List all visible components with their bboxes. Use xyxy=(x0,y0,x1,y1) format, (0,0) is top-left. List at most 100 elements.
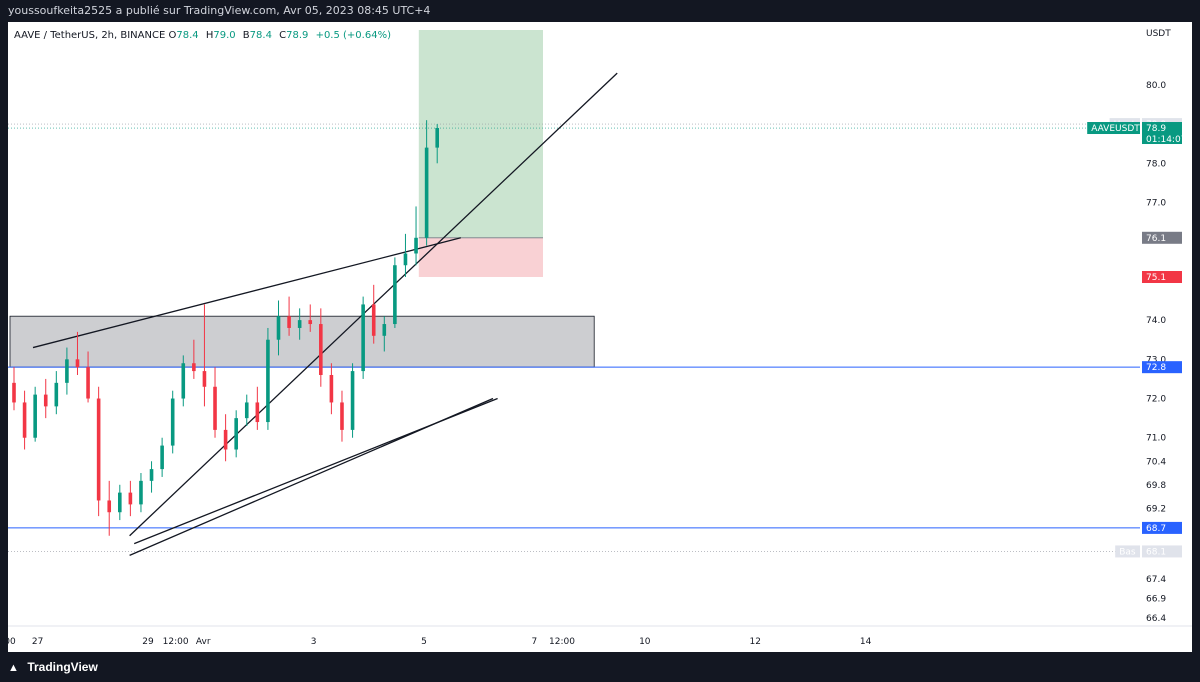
legend-symbol: AAVE / TetherUS, 2h, BINANCE xyxy=(14,30,166,41)
time-tick-label: 10 xyxy=(639,637,651,647)
bar-countdown: 01:14:07 xyxy=(1146,135,1186,145)
legend-change: +0.5 (+0.64%) xyxy=(315,30,391,41)
price-tick-label: 72.0 xyxy=(1146,395,1166,405)
price-tick-label: 69.2 xyxy=(1146,504,1166,514)
candle-body[interactable] xyxy=(128,492,133,505)
candle-body[interactable] xyxy=(213,386,217,430)
time-tick-label: 12 xyxy=(749,637,760,647)
footer-bar: ▲ TradingView xyxy=(0,652,1200,682)
candle-body[interactable] xyxy=(287,316,291,328)
candle-body[interactable] xyxy=(65,359,69,383)
stop-price-tag-value: 75.1 xyxy=(1146,273,1166,283)
time-tick-label: 29 xyxy=(142,637,154,647)
last-name-tag xyxy=(1087,122,1140,135)
price-tick-label: 77.0 xyxy=(1146,199,1166,209)
candle-body[interactable] xyxy=(12,382,16,403)
price-tick-label: 78.0 xyxy=(1146,159,1166,169)
last-price-tag xyxy=(1142,122,1182,145)
price-tick-label: 74.0 xyxy=(1146,316,1166,326)
low-price-tag-value: 68.1 xyxy=(1146,547,1166,557)
candle-body[interactable] xyxy=(107,500,112,513)
price-tick-label: 67.4 xyxy=(1146,575,1166,585)
candle-body[interactable] xyxy=(350,371,355,430)
price-tick-label: 69.8 xyxy=(1146,481,1166,491)
candle-body[interactable] xyxy=(244,402,249,419)
candle-body[interactable] xyxy=(202,371,207,387)
chart-area[interactable]: 80.0 79.0 78.0 77.0 76.1 75.1 74.0 73.0 72.0 71.0… xyxy=(8,22,1192,652)
candle-body[interactable] xyxy=(181,363,186,399)
time-tick-label: 14 xyxy=(860,637,872,647)
candle-body[interactable] xyxy=(435,128,439,148)
candle-body[interactable] xyxy=(234,418,238,450)
legend-low-value: 78.4 xyxy=(249,30,272,41)
candle-body[interactable] xyxy=(96,398,101,501)
trendline[interactable] xyxy=(133,397,498,545)
stop-price-tag xyxy=(1142,270,1182,283)
candle-body[interactable] xyxy=(170,398,175,446)
price-tick-label: 66.4 xyxy=(1146,614,1166,624)
publisher-header: youssoufkeita2525 a publié sur TradingVi… xyxy=(0,0,1200,22)
low-name-tag-label: Bas xyxy=(1119,547,1136,557)
candle-body[interactable] xyxy=(308,320,313,325)
candle-body[interactable] xyxy=(340,402,344,430)
candle-body[interactable] xyxy=(139,480,143,505)
candle-body[interactable] xyxy=(160,445,164,470)
candle-body[interactable] xyxy=(223,429,228,450)
time-tick-label: 12:00 xyxy=(163,637,189,647)
price-tick-label: 73.0 xyxy=(1146,355,1166,365)
level-price-tag-value: 68.7 xyxy=(1146,524,1166,534)
trendline[interactable] xyxy=(32,237,461,349)
time-tick-label: 5 xyxy=(421,637,427,647)
entry-price-tag xyxy=(1142,231,1182,244)
candle-body[interactable] xyxy=(319,324,323,376)
candle-body[interactable] xyxy=(75,359,80,368)
candle-body[interactable] xyxy=(424,147,429,238)
price-tick-label: 70.4 xyxy=(1146,457,1166,467)
tradingview-logo-icon[interactable]: ▲ xyxy=(8,662,19,674)
candle-body[interactable] xyxy=(403,253,408,266)
candle-body[interactable] xyxy=(276,316,281,340)
legend-close-value: 78.9 xyxy=(286,30,309,41)
candle-body[interactable] xyxy=(266,339,270,423)
legend-high-value: 79.0 xyxy=(213,30,236,41)
candle-body[interactable] xyxy=(54,382,59,407)
legend-low-label: B xyxy=(242,30,250,41)
low-name-tag xyxy=(1115,545,1140,558)
legend-high-label: H xyxy=(205,30,214,41)
price-chart[interactable]: 80.0 79.0 78.0 77.0 76.1 75.1 74.0 73.0 72.0 71.0… xyxy=(8,22,1192,652)
publisher-line: youssoufkeita2525 a publié sur TradingVi… xyxy=(8,4,431,17)
price-axis-unit: USDT xyxy=(1146,29,1171,39)
candle-body[interactable] xyxy=(192,363,196,372)
legend-open-label: O xyxy=(168,30,177,41)
price-tick-label: 71.0 xyxy=(1146,434,1166,444)
level-price-tag xyxy=(1142,521,1182,534)
candle-body[interactable] xyxy=(329,375,334,403)
entry-price-tag-value: 76.1 xyxy=(1146,234,1166,244)
support-resistance-zone[interactable] xyxy=(9,315,595,368)
candle-body[interactable] xyxy=(118,492,122,513)
candle-body[interactable] xyxy=(371,304,376,336)
symbol-legend: AAVE / TetherUS, 2h, BINANCE O 78.4 H79.0… xyxy=(14,30,395,41)
price-tick-label: 66.9 xyxy=(1146,594,1166,604)
candle-body[interactable] xyxy=(361,304,365,372)
time-tick-label: 7 xyxy=(532,637,538,647)
candle-body[interactable] xyxy=(393,265,397,325)
long-position-stop[interactable] xyxy=(418,237,543,277)
last-name-tag-label: AAVEUSDT xyxy=(1091,124,1140,134)
time-tick-label: 00 xyxy=(8,637,16,647)
time-tick-label: 27 xyxy=(32,637,43,647)
candle-body[interactable] xyxy=(297,320,302,328)
price-axis[interactable] xyxy=(1140,22,1192,652)
candle-body[interactable] xyxy=(149,469,154,481)
candle-body[interactable] xyxy=(255,402,260,423)
candle-body[interactable] xyxy=(33,394,37,438)
candle-body[interactable] xyxy=(414,237,418,254)
candle-body[interactable] xyxy=(382,324,387,336)
footer-brand[interactable]: TradingView xyxy=(27,660,98,674)
candle-body[interactable] xyxy=(22,402,27,438)
level-price-tag xyxy=(1142,361,1182,374)
time-tick-label: 3 xyxy=(311,637,317,647)
candle-body[interactable] xyxy=(43,394,48,407)
candle-body[interactable] xyxy=(86,367,90,399)
level-price-tag-value: 72.8 xyxy=(1146,363,1166,373)
